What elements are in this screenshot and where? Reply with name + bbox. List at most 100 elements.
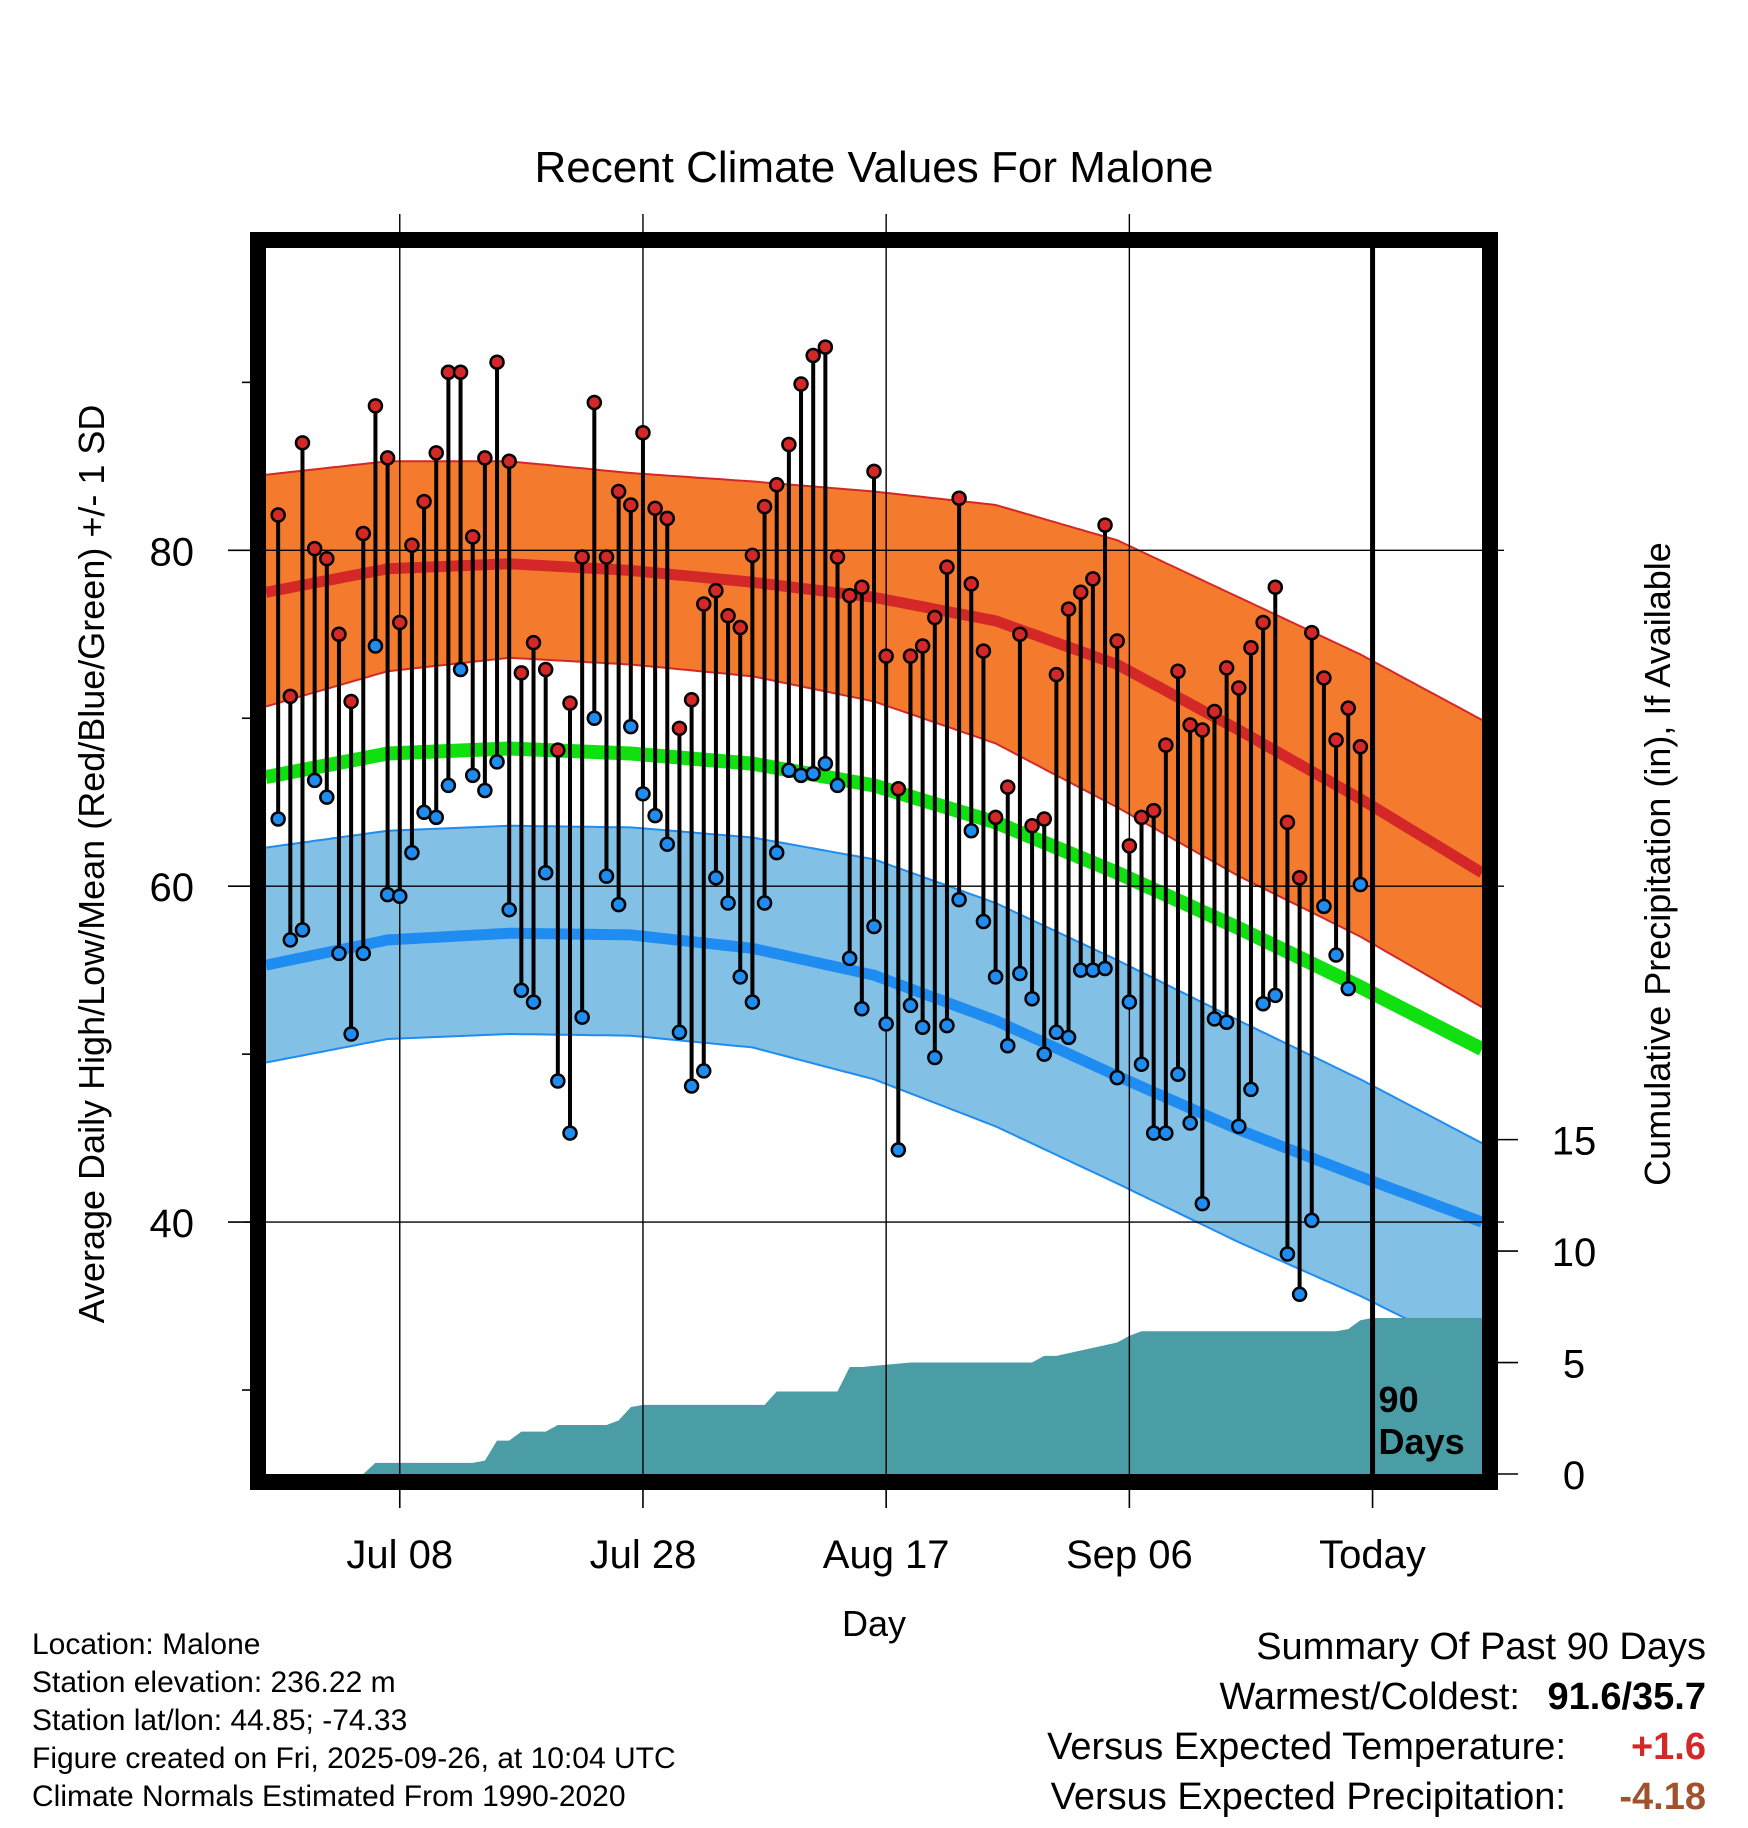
- daily-high-point: [576, 551, 589, 564]
- daily-high-point: [466, 530, 479, 543]
- daily-low-point: [928, 1051, 941, 1064]
- daily-low-point: [612, 898, 625, 911]
- x-tick-label: Today: [1319, 1533, 1426, 1577]
- daily-low-point: [576, 1011, 589, 1024]
- daily-low-point: [1184, 1116, 1197, 1129]
- daily-high-point: [1026, 819, 1039, 832]
- daily-low-point: [953, 893, 966, 906]
- daily-high-point: [770, 478, 783, 491]
- daily-high-point: [332, 628, 345, 641]
- daily-high-point: [1111, 634, 1124, 647]
- x-tick-label: Aug 17: [823, 1533, 950, 1577]
- daily-high-point: [807, 349, 820, 362]
- daily-high-point: [381, 451, 394, 464]
- daily-high-point: [284, 690, 297, 703]
- daily-high-point: [612, 485, 625, 498]
- daily-high-point: [1074, 586, 1087, 599]
- info-created: Figure created on Fri, 2025-09-26, at 10…: [32, 1740, 676, 1778]
- daily-high-point: [1172, 665, 1185, 678]
- daily-low-point: [989, 970, 1002, 983]
- daily-high-point: [1257, 616, 1270, 629]
- daily-low-point: [649, 809, 662, 822]
- daily-low-point: [1330, 949, 1343, 962]
- daily-high-point: [345, 695, 358, 708]
- daily-low-point: [503, 903, 516, 916]
- daily-high-point: [868, 465, 881, 478]
- daily-low-point: [551, 1075, 564, 1088]
- daily-low-point: [965, 824, 978, 837]
- daily-high-point: [478, 451, 491, 464]
- daily-low-point: [405, 846, 418, 859]
- daily-low-point: [1317, 900, 1330, 913]
- daily-high-point: [953, 492, 966, 505]
- summary-precip-label: Versus Expected Precipitation:: [1051, 1772, 1566, 1822]
- daily-high-point: [418, 495, 431, 508]
- daily-low-point: [332, 947, 345, 960]
- summary-precip-value: -4.18: [1566, 1772, 1706, 1822]
- daily-low-point: [722, 896, 735, 909]
- daily-low-point: [564, 1127, 577, 1140]
- summary-panel: Summary Of Past 90 Days Warmest/Coldest:…: [1047, 1622, 1706, 1822]
- daily-high-point: [393, 616, 406, 629]
- summary-title: Summary Of Past 90 Days: [1047, 1622, 1706, 1672]
- today-days-label: Days: [1379, 1421, 1465, 1462]
- daily-low-point: [624, 720, 637, 733]
- daily-high-point: [1293, 871, 1306, 884]
- summary-warmest-row: Warmest/Coldest: 91.6/35.7: [1047, 1672, 1706, 1722]
- daily-low-point: [758, 896, 771, 909]
- daily-high-point: [1330, 734, 1343, 747]
- info-normals: Climate Normals Estimated From 1990-2020: [32, 1778, 676, 1816]
- daily-low-point: [478, 784, 491, 797]
- daily-high-point: [308, 542, 321, 555]
- daily-high-point: [588, 396, 601, 409]
- daily-high-point: [649, 502, 662, 515]
- y-axis-label-right: Cumulative Precipitation (in), If Availa…: [1637, 542, 1678, 1186]
- daily-high-point: [624, 498, 637, 511]
- daily-high-point: [940, 561, 953, 574]
- daily-low-point: [697, 1064, 710, 1077]
- daily-low-point: [1244, 1083, 1257, 1096]
- daily-high-point: [636, 426, 649, 439]
- daily-high-point: [965, 577, 978, 590]
- daily-low-point: [1220, 1016, 1233, 1029]
- daily-low-point: [1159, 1127, 1172, 1140]
- daily-low-point: [430, 811, 443, 824]
- daily-low-point: [843, 952, 856, 965]
- daily-high-point: [843, 589, 856, 602]
- daily-low-point: [272, 813, 285, 826]
- daily-low-point: [746, 996, 759, 1009]
- daily-high-point: [685, 693, 698, 706]
- daily-low-point: [1269, 989, 1282, 1002]
- daily-high-point: [795, 378, 808, 391]
- y-right-tick-label: 0: [1563, 1454, 1585, 1498]
- daily-low-point: [539, 866, 552, 879]
- x-tick-label: Sep 06: [1066, 1533, 1193, 1577]
- y-right-tick-label: 5: [1563, 1343, 1585, 1387]
- daily-high-point: [746, 549, 759, 562]
- daily-high-point: [1123, 839, 1136, 852]
- daily-high-point: [855, 581, 868, 594]
- daily-low-point: [661, 838, 674, 851]
- summary-temp-value: +1.6: [1566, 1722, 1706, 1772]
- daily-high-point: [1269, 581, 1282, 594]
- daily-low-point: [807, 767, 820, 780]
- daily-low-point: [734, 970, 747, 983]
- daily-low-point: [393, 890, 406, 903]
- chart-title: Recent Climate Values For Malone: [534, 143, 1213, 192]
- daily-high-point: [697, 598, 710, 611]
- daily-high-point: [539, 663, 552, 676]
- info-elevation: Station elevation: 236.22 m: [32, 1664, 676, 1702]
- y-left-tick-label: 60: [150, 866, 195, 910]
- summary-temp-label: Versus Expected Temperature:: [1047, 1722, 1566, 1772]
- daily-low-point: [868, 920, 881, 933]
- daily-high-point: [1099, 519, 1112, 532]
- station-info: Location: Malone Station elevation: 236.…: [32, 1626, 676, 1816]
- daily-high-point: [734, 621, 747, 634]
- daily-low-point: [1172, 1068, 1185, 1081]
- info-latlon: Station lat/lon: 44.85; -74.33: [32, 1702, 676, 1740]
- daily-high-point: [1062, 603, 1075, 616]
- daily-high-point: [1220, 661, 1233, 674]
- daily-low-point: [795, 769, 808, 782]
- daily-high-point: [831, 551, 844, 564]
- daily-high-point: [1159, 739, 1172, 752]
